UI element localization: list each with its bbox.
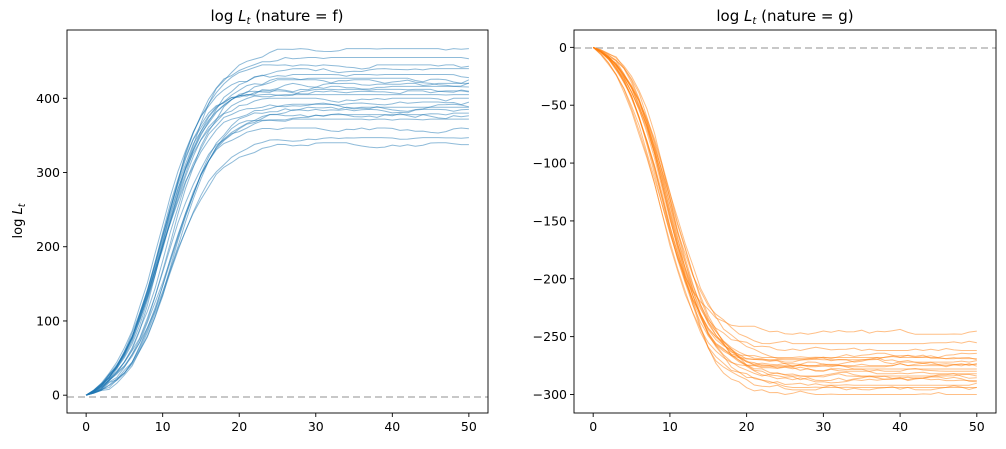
- series-line: [592, 46, 977, 367]
- x-tick-label: 40: [892, 419, 908, 434]
- ticks: 0 10 20 30 40 50 0 −50 −100 −150 −200 −250 −300: [533, 40, 985, 434]
- series-group: [85, 48, 470, 396]
- series-line: [85, 118, 469, 396]
- x-tick-label: 20: [231, 419, 247, 434]
- panel-nature-g: 0 10 20 30 40 50 0 −50 −100 −150 −200 −250 −300 log …: [533, 7, 997, 434]
- ticks: 0 10 20 30 40 50 0 100 200 300 400: [36, 91, 477, 434]
- x-tick-label: 50: [969, 419, 985, 434]
- y-tick-label: −150: [533, 213, 567, 228]
- series-line: [592, 46, 977, 360]
- chart-title: log Lt (nature = f): [211, 7, 344, 27]
- x-tick-label: 10: [662, 419, 678, 434]
- series-line: [85, 137, 469, 396]
- series-line: [592, 47, 977, 386]
- y-tick-label: 300: [36, 165, 60, 180]
- series-line: [85, 103, 470, 396]
- y-tick-label: 200: [36, 239, 60, 254]
- y-tick-label: −100: [533, 156, 567, 171]
- series-line: [592, 46, 977, 335]
- plot-area: [574, 30, 996, 413]
- plot-area: [67, 30, 488, 413]
- series-line: [592, 46, 977, 372]
- y-axis-label: log Lt: [11, 202, 28, 238]
- x-tick-label: 10: [155, 419, 171, 434]
- y-tick-label: −250: [533, 329, 567, 344]
- series-line: [592, 46, 977, 382]
- series-line: [85, 79, 470, 396]
- y-tick-label: −50: [541, 98, 567, 113]
- chart-title: log Lt (nature = g): [716, 7, 853, 27]
- series-line: [85, 142, 469, 396]
- axes-frame: [66, 29, 489, 414]
- x-tick-label: 0: [82, 419, 90, 434]
- x-tick-label: 0: [589, 419, 597, 434]
- x-tick-label: 30: [815, 419, 831, 434]
- series-group: [592, 46, 977, 396]
- series-line: [592, 46, 977, 384]
- y-tick-label: 400: [36, 91, 60, 106]
- series-line: [85, 77, 470, 396]
- x-tick-label: 50: [461, 419, 477, 434]
- y-tick-label: 0: [52, 388, 60, 403]
- series-line: [85, 97, 469, 396]
- series-line: [85, 106, 469, 396]
- series-line: [593, 46, 977, 391]
- y-tick-label: −300: [533, 387, 567, 402]
- series-line: [85, 64, 469, 396]
- series-line: [85, 74, 469, 396]
- y-tick-label: −200: [533, 271, 567, 286]
- axes-frame: [573, 29, 997, 414]
- x-tick-label: 20: [739, 419, 755, 434]
- y-tick-label: 100: [36, 313, 60, 328]
- x-tick-label: 30: [308, 419, 324, 434]
- panel-nature-f: 0 10 20 30 40 50 0 100 200 300 400 log Lt (nature …: [11, 7, 489, 434]
- y-tick-label: 0: [559, 40, 567, 55]
- series-line: [592, 46, 977, 352]
- x-tick-label: 40: [384, 419, 400, 434]
